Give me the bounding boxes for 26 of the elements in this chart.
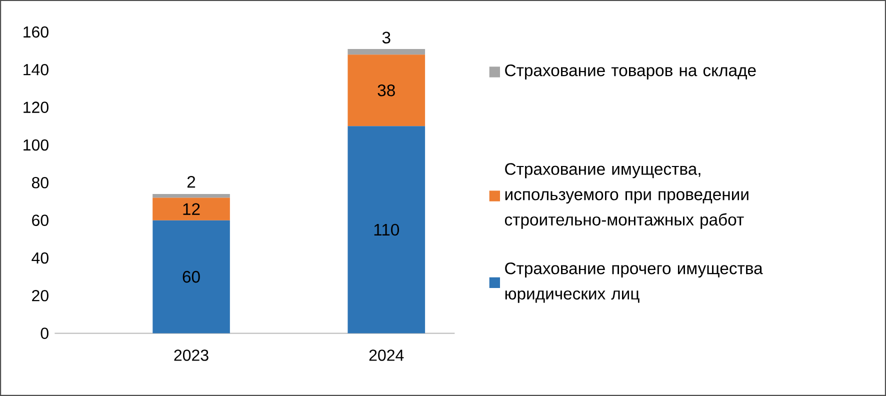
bar (152, 220, 230, 334)
y-tick-label: 20 (32, 290, 48, 302)
data-label: 38 (378, 84, 395, 96)
y-tick-label: 100 (24, 139, 48, 151)
data-label: 12 (183, 203, 200, 215)
y-tick-label: 60 (32, 214, 48, 226)
x-tick-label: 2024 (369, 350, 404, 361)
y-tick-label: 120 (24, 102, 48, 113)
data-label: 2 (187, 176, 196, 188)
bar (152, 198, 230, 220)
data-label: 3 (382, 32, 390, 44)
bar (348, 126, 426, 334)
x-tick-label: 2023 (174, 350, 208, 361)
bar (348, 54, 426, 126)
data-label: 60 (182, 270, 200, 283)
legend-label: Страхование товаров на складе (505, 64, 756, 80)
y-tick-label: 80 (32, 177, 48, 188)
data-label: 110 (374, 224, 400, 236)
bar (152, 194, 230, 198)
y-tick-label: 40 (32, 252, 48, 264)
y-tick-label: 140 (24, 64, 48, 76)
legend-label: Страхование прочего имущества юридических лиц (505, 262, 763, 303)
bar (348, 48, 426, 55)
legend-label: Страхование имущества, используемого при проведении строительно-монтажных работ (504, 163, 748, 229)
y-tick-label: 0 (40, 328, 48, 339)
y-tick-label: 160 (24, 26, 48, 38)
